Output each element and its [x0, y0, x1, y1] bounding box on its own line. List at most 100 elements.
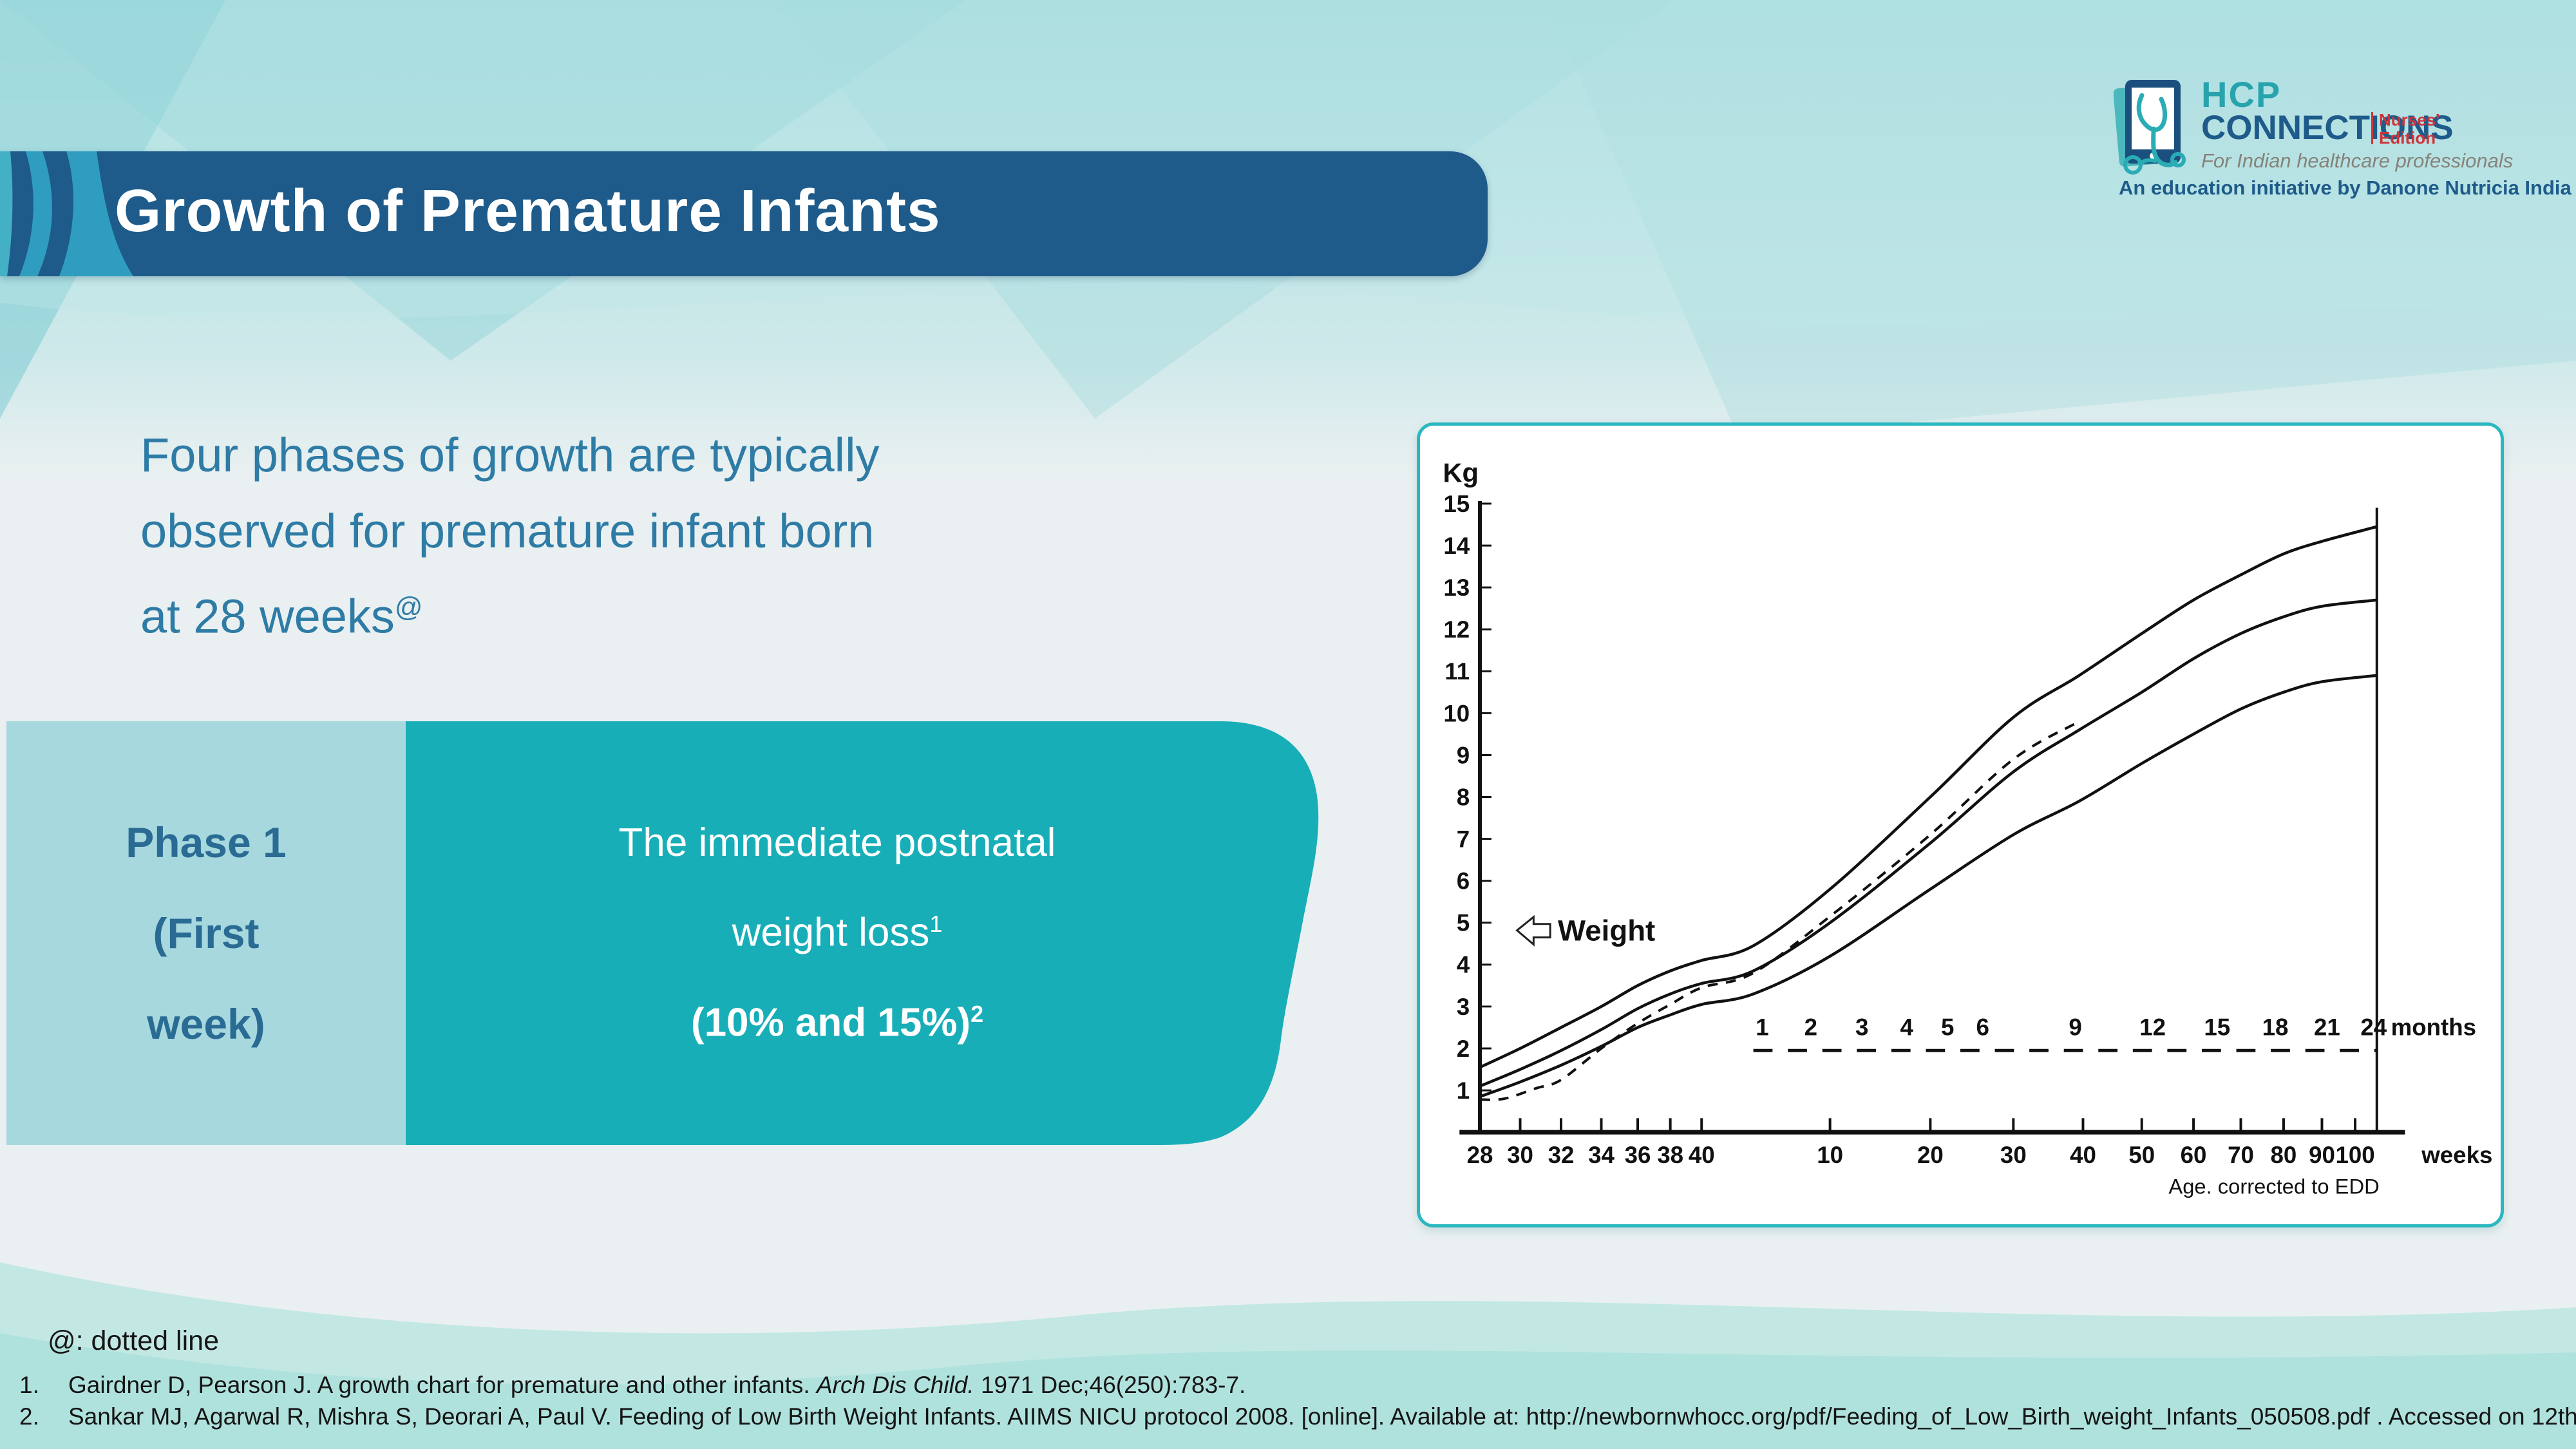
- month-tick-label: 6: [1976, 1014, 1989, 1040]
- series-lower-centile: [1479, 674, 2378, 1098]
- phase-label-line2: (First: [153, 909, 260, 957]
- x-tick-label: 36: [1625, 1142, 1651, 1168]
- x-tick-label: 32: [1548, 1142, 1575, 1168]
- logo-initiative: An education initiative by Danone Nutric…: [2119, 176, 2571, 199]
- reference-2-number: 2.: [19, 1403, 39, 1430]
- intro-line-2: observed for premature infant born: [140, 504, 875, 558]
- banner-stripes-decoration: [0, 151, 133, 276]
- hcp-connections-logo: HCP CONNECTIONS Nurses' Edition For Indi…: [2114, 72, 2571, 207]
- weight-arrow-icon: [1515, 914, 1551, 947]
- y-tick-label: 8: [1457, 784, 1470, 810]
- x-tick-label: 28: [1467, 1142, 1493, 1168]
- reference-1-text: Gairdner D, Pearson J. A growth chart fo…: [68, 1372, 1246, 1398]
- phase-desc-box: [406, 721, 1319, 1145]
- x-tick-label: 70: [2228, 1142, 2254, 1168]
- reference-1-number: 1.: [19, 1372, 39, 1398]
- banner-stripe: [0, 151, 13, 276]
- phase-label-line3: week): [147, 999, 265, 1048]
- month-tick-label: 5: [1941, 1014, 1954, 1040]
- month-tick-label: 12: [2139, 1014, 2166, 1040]
- logo-brand-connections: CONNECTIONS: [2201, 109, 2454, 147]
- bg-wave-bottom-2: [0, 1333, 2576, 1449]
- y-tick-label: 6: [1457, 868, 1470, 895]
- y-tick-label: 14: [1443, 533, 1470, 559]
- x-tick-label: 100: [2335, 1142, 2374, 1168]
- x-tick-label: 50: [2128, 1142, 2155, 1168]
- y-tick-label: 5: [1457, 910, 1470, 936]
- y-tick-label: 2: [1457, 1036, 1470, 1062]
- banner-stripe: [19, 151, 52, 276]
- y-tick-label: 7: [1457, 826, 1470, 853]
- growth-chart-panel: Kg Weight 1 2 3 4 5 6 7 8 9 10 11 12 13 14 15 28 30 32 34 3…: [1417, 422, 2504, 1227]
- series-premature-infant-dotted-line: [1479, 720, 2080, 1101]
- y-tick-label: 12: [1443, 616, 1470, 643]
- month-tick-label: 15: [2204, 1014, 2230, 1040]
- y-tick-label: 13: [1443, 574, 1470, 601]
- month-tick-label: 2: [1804, 1014, 1817, 1040]
- months-unit-label: months: [2391, 1014, 2476, 1040]
- phase-label: Phase 1 (First week): [6, 721, 406, 1145]
- y-tick-label: 4: [1457, 952, 1470, 978]
- weight-series-label: Weight: [1558, 914, 1655, 947]
- title-banner: Growth of Premature Infants: [0, 151, 1488, 276]
- x-tick-label: 30: [2000, 1142, 2027, 1168]
- x-tick-label: 60: [2181, 1142, 2207, 1168]
- x-tick-label: 10: [1817, 1142, 1843, 1168]
- logo-brand-hcp: HCP: [2201, 74, 2282, 115]
- phase-desc-line3: (10% and 15%)2: [690, 1000, 984, 1045]
- phase-label-box: [6, 721, 406, 1145]
- intro-line-3: at 28 weeks@: [140, 589, 423, 643]
- month-tick-label: 18: [2262, 1014, 2289, 1040]
- phase-card-shape: [6, 721, 1319, 1145]
- x-tick-label: 34: [1588, 1142, 1615, 1168]
- x-tick-label: 20: [1917, 1142, 1944, 1168]
- logo-tagline: For Indian healthcare professionals: [2201, 149, 2514, 172]
- y-tick-label: 9: [1457, 742, 1470, 768]
- month-tick-label: 1: [1756, 1014, 1768, 1040]
- x-axis-note: Age. corrected to EDD: [2168, 1174, 2379, 1198]
- y-axis-unit-label: Kg: [1443, 457, 1479, 488]
- intro-superscript: @: [394, 592, 423, 623]
- reference-list: 1. Gairdner D, Pearson J. A growth chart…: [19, 1369, 2576, 1432]
- edition-line2: Edition: [2379, 128, 2436, 147]
- reference-1: 1. Gairdner D, Pearson J. A growth chart…: [19, 1369, 2576, 1401]
- reference-2-text: Sankar MJ, Agarwal R, Mishra S, Deorari …: [68, 1403, 2576, 1430]
- logo-divider: [2371, 112, 2373, 144]
- x-tick-label: 30: [1507, 1142, 1533, 1168]
- ref-superscript-1: 1: [929, 911, 943, 938]
- x-tick-label: 40: [2070, 1142, 2096, 1168]
- edition-line1: Nurses': [2379, 110, 2440, 129]
- month-tick-label: 24: [2360, 1014, 2387, 1040]
- intro-line-1: Four phases of growth are typically: [140, 428, 880, 482]
- x-axis-unit-label: weeks: [2421, 1142, 2492, 1168]
- x-tick-label: 38: [1657, 1142, 1683, 1168]
- y-tick-label: 1: [1457, 1077, 1470, 1104]
- month-tick-label: 9: [2069, 1014, 2081, 1040]
- phase-description: The immediate postnatal weight loss1 (10…: [425, 721, 1249, 1145]
- series-upper-centile: [1479, 525, 2378, 1069]
- banner-stripe: [59, 151, 133, 276]
- logo-edition-badge: Nurses' Edition: [2379, 111, 2439, 147]
- x-tick-label: 80: [2271, 1142, 2297, 1168]
- x-tick-label: 40: [1689, 1142, 1715, 1168]
- month-tick-label: 4: [1900, 1014, 1913, 1040]
- y-tick-label: 15: [1443, 491, 1470, 517]
- y-tick-label: 10: [1443, 700, 1470, 726]
- series-mid-centile: [1479, 598, 2378, 1088]
- phase-label-line1: Phase 1: [126, 818, 287, 866]
- month-tick-label: 3: [1855, 1014, 1868, 1040]
- phase-desc-line2: weight loss1: [732, 911, 943, 955]
- bg-polygon: [1546, 0, 2576, 438]
- reference-2: 2. Sankar MJ, Agarwal R, Mishra S, Deora…: [19, 1401, 2576, 1432]
- ref-superscript-2: 2: [971, 1001, 984, 1027]
- footnote-dotted-line: @: dotted line: [48, 1325, 219, 1356]
- phase-desc-line1: The immediate postnatal: [618, 820, 1056, 866]
- y-tick-label: 11: [1444, 658, 1470, 685]
- y-tick-label: 3: [1457, 994, 1470, 1020]
- tablet-stethoscope-icon: [2114, 80, 2186, 175]
- page-title: Growth of Premature Infants: [115, 177, 941, 245]
- intro-paragraph: Four phases of growth are typically obse…: [140, 417, 880, 655]
